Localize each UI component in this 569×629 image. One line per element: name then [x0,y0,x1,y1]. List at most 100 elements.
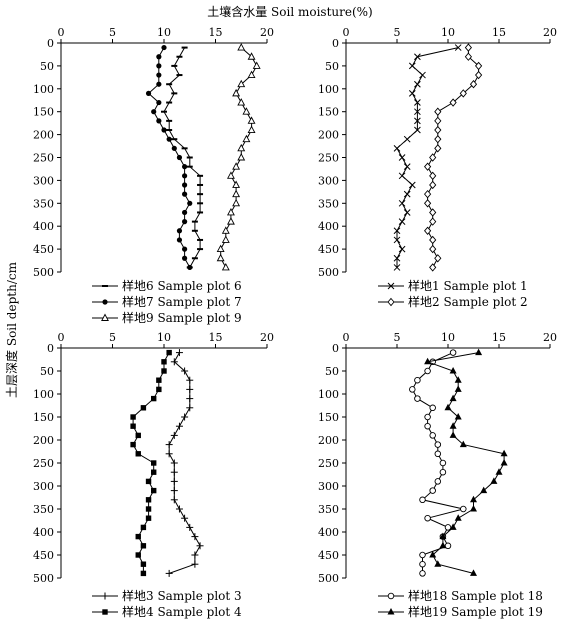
data-point [182,191,188,197]
marker-shape [434,125,442,135]
marker-shape [252,61,261,69]
data-point [247,125,256,133]
x-tick-label: 10 [157,26,171,39]
data-point [151,469,157,475]
marker-stroke [403,135,411,143]
data-point [232,88,241,97]
marker-shape [140,405,147,411]
data-point [140,543,147,549]
data-point [459,89,467,98]
marker-shape [176,154,183,161]
marker-shape [171,145,177,151]
marker-shape [439,541,447,549]
legend-entry: 样地6 Sample plot 6 [92,278,242,293]
series-1-3 [216,43,261,271]
data-point [247,70,256,79]
data-point [429,208,437,217]
data-point [181,514,189,522]
data-point [156,118,162,124]
data-point [186,404,194,412]
marker-shape [156,72,162,78]
marker-shape [182,191,188,197]
data-point [166,349,172,356]
marker-shape [470,505,477,512]
data-point [196,542,204,550]
marker-shape [151,109,157,115]
marker-shape [176,237,183,243]
marker-shape [247,70,256,79]
data-point [170,459,178,467]
x-tick-label: 5 [109,26,116,39]
data-point [429,263,437,272]
data-point [165,450,173,458]
data-point [247,116,256,124]
marker-shape [166,349,172,356]
data-point [170,487,178,495]
marker-shape [424,413,431,421]
data-point [221,226,230,234]
data-point [454,413,462,420]
marker-shape [454,413,462,420]
data-point [227,208,235,216]
marker-shape [464,52,472,61]
marker-shape [444,403,452,411]
y-tick-label: 500 [33,572,54,585]
data-point [130,423,136,429]
marker-stroke [414,108,421,116]
y-tick-label: 0 [332,37,339,50]
data-point [156,72,162,78]
marker-stroke [393,144,401,152]
marker-stroke [408,62,416,70]
marker-stroke [414,126,421,134]
data-point [409,386,416,393]
marker-shape [449,422,457,429]
marker-shape [182,164,188,170]
marker-shape [161,44,167,51]
data-point [454,514,462,521]
marker-shape [429,171,437,181]
data-point [459,440,467,448]
data-point [398,172,406,180]
y-tick-label: 400 [33,526,54,539]
data-point [161,44,167,51]
marker-shape [429,432,436,439]
marker-shape [156,63,162,69]
legend-marker [102,609,108,615]
data-point [419,551,426,559]
marker-shape [221,235,230,243]
data-point [434,107,442,116]
x-tick-label: 10 [441,331,455,344]
data-point [221,235,230,243]
marker-shape [247,116,256,124]
series-3-1 [165,349,204,577]
marker-shape [424,162,432,171]
data-point [242,134,251,143]
series-2-1 [393,44,462,271]
marker-shape [232,180,241,188]
data-point [186,395,194,403]
y-tick-label: 50 [40,60,54,73]
data-point [145,497,152,503]
data-point [170,477,178,485]
panel-3: 0 5 10 15 20050100150200250300350400450500样地… [33,331,274,619]
data-point [191,533,199,541]
data-point [419,496,426,504]
data-point [434,134,442,144]
marker-shape [495,468,503,475]
series-line [220,47,258,268]
marker-shape [449,349,457,356]
data-point [140,561,147,567]
data-point [449,431,457,438]
marker-shape [429,551,437,558]
marker-shape [156,118,162,124]
legend-entry: 样地19 Sample plot 19 [378,604,543,619]
data-point [221,262,230,271]
data-point [449,523,457,530]
y-tick-label: 350 [318,503,339,516]
legend-entry: 样地9 Sample plot 9 [92,310,242,325]
legend-marker [101,592,109,600]
marker-shape [429,244,437,254]
x-tick-label: 0 [343,331,350,344]
data-point [500,449,508,457]
data-point [156,81,162,87]
